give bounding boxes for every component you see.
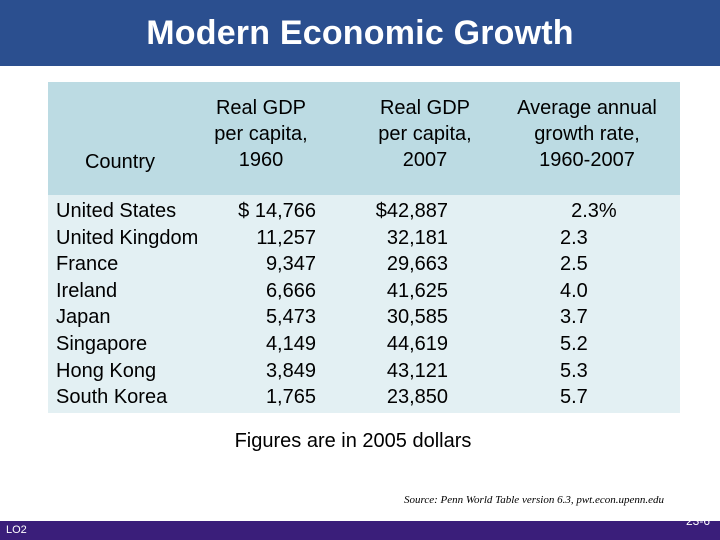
table-row: United States $ 14,766 $42,887 2.3% [0,198,720,225]
header-gdp-1960-line: per capita, [214,123,308,145]
growth-rate-cell: 2.3% [560,200,617,222]
country-cell: Hong Kong [56,359,157,382]
table-row: Singapore 4,149 44,619 5.2 [0,331,720,358]
country-cell: United States [56,200,177,222]
header-gdp-2007-line: 2007 [402,149,448,171]
gdp-1960-cell: 11,257 [256,226,316,249]
growth-rate-cell: 5.7 [560,386,588,409]
gdp-1960-cell: 1,765 [265,386,316,409]
source-citation: Source: Penn World Table version 6.3, pw… [404,494,664,506]
table-body-background [48,195,680,413]
header-gdp-1960-line: Real GDP [215,97,307,119]
page-number: 23-6 [685,514,710,528]
gdp-2007-cell: 43,121 [386,359,448,382]
gdp-2007-cell: 30,585 [386,306,448,329]
table-row: Ireland 6,666 41,625 4.0 [0,278,720,305]
gdp-2007-cell: 23,850 [386,386,448,409]
slide-title: Modern Economic Growth [146,14,574,52]
gdp-1960-cell: 6,666 [265,279,316,302]
gdp-2007-cell: $42,887 [375,200,448,222]
footnote: Figures are in 2005 dollars [0,430,720,453]
table-row: Japan 5,473 30,585 3.7 [0,304,720,331]
header-gdp-2007: Real GDP per capita, 2007 [360,95,490,173]
growth-rate-cell: 5.2 [560,333,588,355]
country-cell: Ireland [56,279,118,302]
header-gdp-1960-line: 1960 [238,149,284,171]
gdp-1960-cell: 3,849 [265,359,316,382]
footnote-text: Figures are in 2005 dollars [234,430,472,452]
country-cell: United Kingdom [56,226,199,249]
table-row: United Kingdom 11,257 32,181 2.3 [0,225,720,252]
gdp-2007-cell: 41,625 [386,279,448,302]
growth-rate-cell: 2.5 [560,253,588,276]
table-header-background [48,82,680,195]
header-growth-line: Average annual [517,97,657,119]
table-row: South Korea 1,765 23,850 5.7 [0,384,720,411]
table-row: France 9,347 29,663 2.5 [0,251,720,278]
gdp-1960-cell: $ 14,766 [238,200,316,222]
growth-rate-cell: 3.7 [560,306,588,329]
country-cell: South Korea [56,386,168,409]
header-gdp-2007-line: Real GDP [379,97,471,119]
header-country: Country [84,151,156,173]
title-bar [0,0,720,66]
gdp-1960-cell: 5,473 [265,306,316,329]
gdp-1960-cell: 4,149 [265,333,316,355]
header-gdp-2007-line: per capita, [378,123,472,145]
gdp-2007-cell: 29,663 [386,253,448,276]
growth-rate-cell: 4.0 [560,279,588,302]
growth-rate-cell: 5.3 [560,359,588,382]
growth-rate-cell: 2.3 [560,226,588,249]
header-gdp-1960: Real GDP per capita, 1960 [196,95,326,173]
country-cell: France [56,253,119,276]
table-row: Hong Kong 3,849 43,121 5.3 [0,358,720,385]
country-cell: Singapore [56,333,148,355]
header-growth-line: growth rate, [534,123,640,145]
header-growth-rate: Average annual growth rate, 1960-2007 [502,95,672,173]
gdp-2007-cell: 32,181 [386,226,448,249]
country-cell: Japan [56,306,111,329]
gdp-1960-cell: 9,347 [265,253,316,276]
header-growth-line: 1960-2007 [539,149,635,171]
learning-objective-label: LO2 [6,524,27,536]
bottom-bar [0,521,720,540]
gdp-2007-cell: 44,619 [386,333,448,355]
